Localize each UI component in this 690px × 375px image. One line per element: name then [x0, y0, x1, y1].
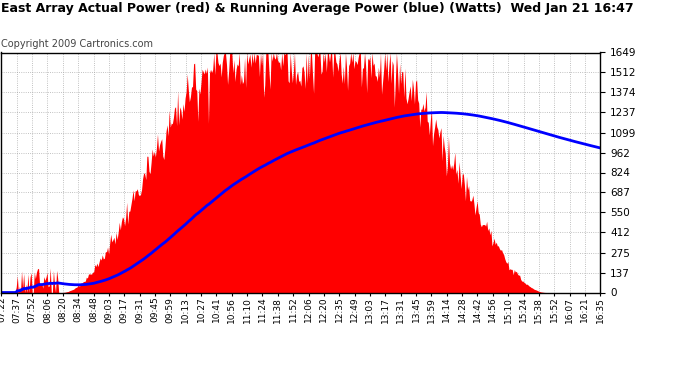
- Text: Copyright 2009 Cartronics.com: Copyright 2009 Cartronics.com: [1, 39, 153, 50]
- Text: East Array Actual Power (red) & Running Average Power (blue) (Watts)  Wed Jan 21: East Array Actual Power (red) & Running …: [1, 2, 634, 15]
